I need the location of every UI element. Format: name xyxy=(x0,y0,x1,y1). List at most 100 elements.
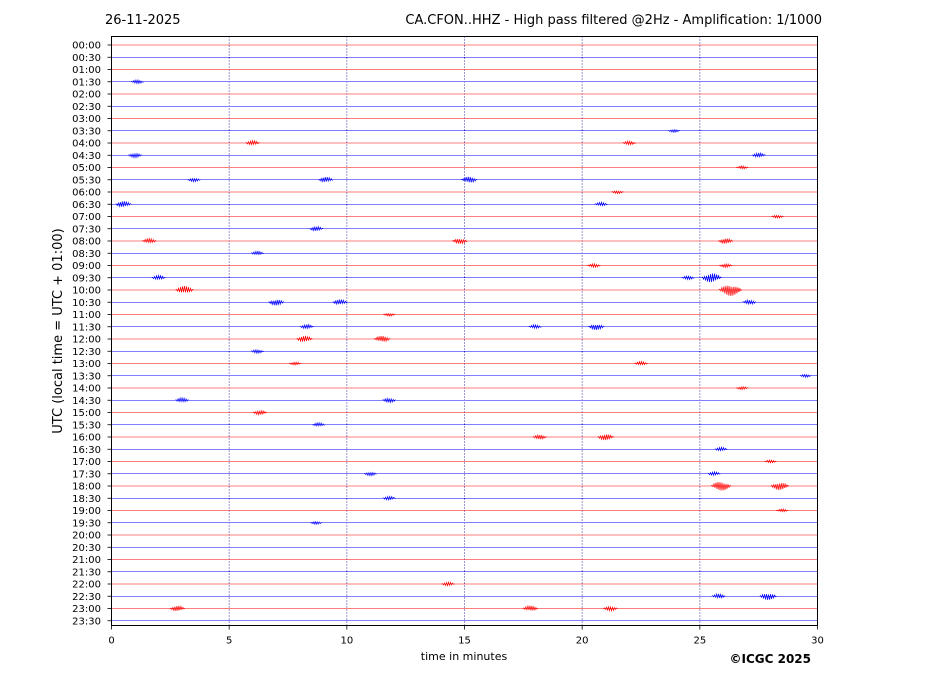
y-tick-label: 14:30 xyxy=(72,396,101,407)
seismic-burst xyxy=(452,238,468,245)
copyright-label: ©ICGC 2025 xyxy=(729,652,811,666)
seismic-burst xyxy=(776,508,789,513)
seismic-burst xyxy=(441,580,455,587)
y-tick-label: 23:00 xyxy=(72,604,101,615)
y-tick-label: 09:00 xyxy=(72,261,101,272)
seismic-burst xyxy=(719,262,733,269)
seismic-burst xyxy=(299,323,314,330)
seismic-burst xyxy=(770,482,790,490)
seismic-burst xyxy=(187,177,201,183)
seismic-burst xyxy=(759,593,777,600)
plot-frame xyxy=(111,36,818,626)
y-tick-label: 12:00 xyxy=(72,335,101,346)
y-tick-label: 07:00 xyxy=(72,212,101,223)
seismic-burst xyxy=(736,385,749,391)
seismic-burst xyxy=(252,409,267,417)
y-axis-label: UTC (local time = UTC + 01:00) xyxy=(51,228,66,433)
x-tick-label: 10 xyxy=(340,636,353,647)
y-tick-label: 09:30 xyxy=(72,273,101,284)
seismic-burst xyxy=(363,471,378,477)
x-tick-label: 15 xyxy=(458,636,471,647)
y-tick-label: 16:00 xyxy=(72,433,101,444)
seismic-burst xyxy=(634,360,648,366)
y-tick-label: 20:00 xyxy=(72,531,101,542)
seismic-burst xyxy=(771,214,784,219)
trace-lines xyxy=(111,44,818,622)
y-tick-label: 02:00 xyxy=(72,90,101,101)
seismic-burst xyxy=(460,176,478,184)
seismic-burst xyxy=(289,361,302,366)
seismic-burst xyxy=(332,299,348,306)
y-tick-label: 08:30 xyxy=(72,249,101,260)
seismic-burst xyxy=(528,323,542,330)
y-tick-label: 15:30 xyxy=(72,420,101,431)
y-tick-label: 21:30 xyxy=(72,567,101,578)
grid-lines xyxy=(228,36,701,626)
y-tick-label: 06:00 xyxy=(72,188,101,199)
seismic-burst xyxy=(318,176,334,183)
seismic-burst xyxy=(169,605,186,612)
y-tick-label: 11:00 xyxy=(72,310,101,321)
y-tick-label: 05:00 xyxy=(72,163,101,174)
seismic-burst xyxy=(250,250,265,256)
seismic-burst xyxy=(742,298,757,306)
seismic-burst xyxy=(175,285,194,293)
x-tick-label: 5 xyxy=(226,636,232,647)
seismic-burst xyxy=(296,335,313,343)
y-tick-label: 01:00 xyxy=(72,65,101,76)
seismic-burst xyxy=(597,434,614,441)
seismic-burst xyxy=(611,190,624,195)
seismic-burst xyxy=(311,421,326,428)
y-tick-label: 18:30 xyxy=(72,494,101,505)
y-tick-label: 22:00 xyxy=(72,580,101,591)
seismic-burst xyxy=(718,237,734,245)
seismic-burst xyxy=(127,152,143,159)
y-tick-label: 19:30 xyxy=(72,518,101,529)
seismic-burst xyxy=(142,237,157,244)
y-tick-label: 19:00 xyxy=(72,506,101,517)
seismic-burst xyxy=(522,604,539,611)
seismic-burst xyxy=(587,262,601,269)
seismic-burst xyxy=(667,128,681,134)
y-tick-label: 23:30 xyxy=(72,616,101,627)
seismic-burst xyxy=(130,78,145,85)
seismic-burst xyxy=(603,605,618,613)
seismic-burst xyxy=(383,312,396,318)
y-tick-label: 00:30 xyxy=(72,53,101,64)
seismic-burst xyxy=(622,140,636,146)
x-tick-label: 20 xyxy=(576,636,589,647)
y-tick-label: 17:30 xyxy=(72,469,101,480)
y-tick-label: 08:00 xyxy=(72,237,101,248)
y-tick-label: 06:30 xyxy=(72,200,101,211)
seismic-burst xyxy=(250,348,265,355)
seismic-burst xyxy=(751,151,766,159)
x-tick-label: 0 xyxy=(108,636,114,647)
y-tick-label: 17:00 xyxy=(72,457,101,468)
seismic-burst xyxy=(594,201,608,207)
y-tick-label: 21:00 xyxy=(72,555,101,566)
seismic-burst xyxy=(115,201,132,208)
date-label: 26-11-2025 xyxy=(105,13,181,28)
seismic-burst xyxy=(799,373,812,379)
y-tick-label: 18:00 xyxy=(72,482,101,493)
x-tick-label: 30 xyxy=(811,636,824,647)
y-tick-label: 22:30 xyxy=(72,592,101,603)
seismic-burst xyxy=(532,433,547,440)
x-axis-label: time in minutes xyxy=(421,650,508,663)
seismic-burst xyxy=(701,273,722,283)
y-tick-label: 10:30 xyxy=(72,298,101,309)
seismic-burst xyxy=(764,459,777,464)
y-tick-label: 02:30 xyxy=(72,102,101,113)
seismic-burst xyxy=(268,299,285,306)
y-tick-label: 03:30 xyxy=(72,126,101,137)
y-tick-label: 04:30 xyxy=(72,151,101,162)
seismic-burst xyxy=(309,225,324,232)
y-tick-label: 13:00 xyxy=(72,359,101,370)
y-tick-label: 15:00 xyxy=(72,408,101,419)
y-tick-label: 07:30 xyxy=(72,224,101,235)
seismic-burst xyxy=(382,495,396,502)
x-tick-label: 25 xyxy=(693,636,706,647)
seismic-burst xyxy=(707,470,721,477)
